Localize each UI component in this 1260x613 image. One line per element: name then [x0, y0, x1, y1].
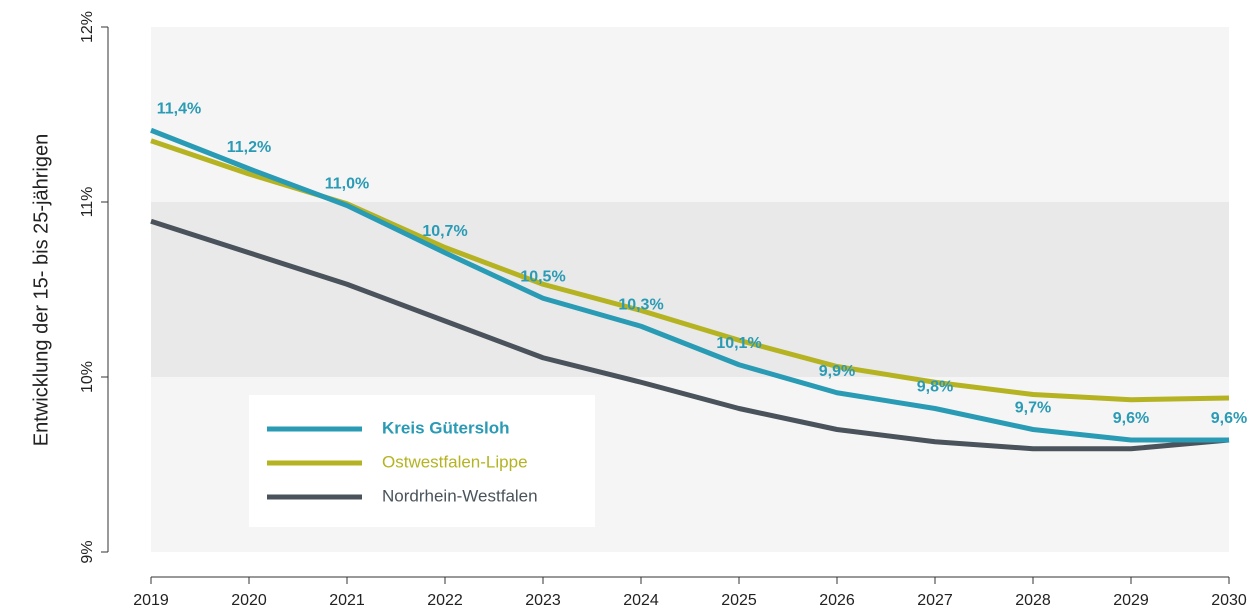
x-tick-label: 2027: [917, 592, 953, 609]
x-tick-label: 2022: [427, 592, 463, 609]
y-tick-label: 9%: [79, 540, 96, 563]
y-axis-title: Entwicklung der 15- bis 25-jährigen: [30, 134, 52, 446]
y-tick-label: 10%: [79, 361, 96, 393]
value-label: 10,7%: [422, 223, 467, 240]
y-tick-label: 12%: [79, 11, 96, 43]
legend: Kreis Gütersloh Ostwestfalen-Lippe Nordrhe…: [249, 395, 595, 527]
value-label: 9,6%: [1113, 410, 1149, 427]
y-tick-label: 11%: [79, 187, 96, 218]
value-label: 10,3%: [618, 296, 663, 313]
legend-label: Nordrhein-Westfalen: [382, 486, 538, 505]
value-label: 10,5%: [520, 268, 565, 285]
x-tick-label: 2020: [231, 592, 267, 609]
series-line: [150, 218, 1230, 452]
x-tick-label: 2019: [133, 592, 169, 609]
value-label: 11,0%: [325, 176, 369, 193]
plot-band: [151, 202, 1229, 377]
x-tick-label: 2024: [623, 592, 659, 609]
x-tick-label: 2021: [329, 592, 365, 609]
x-tick-label: 2028: [1015, 592, 1051, 609]
x-tick-label: 2026: [819, 592, 855, 609]
value-label: 11,2%: [227, 139, 271, 156]
value-label: 10,1%: [716, 335, 761, 352]
x-tick-label: 2025: [721, 592, 757, 609]
x-tick-label: 2030: [1211, 592, 1247, 609]
legend-label: Kreis Gütersloh: [382, 418, 510, 437]
value-label: 9,6%: [1211, 410, 1247, 427]
series-line: [150, 127, 1229, 443]
x-tick-label: 2023: [525, 592, 561, 609]
value-label: 11,4%: [157, 100, 201, 117]
value-label: 9,9%: [819, 363, 855, 380]
value-label: 9,8%: [917, 379, 953, 396]
x-tick-label: 2029: [1113, 592, 1149, 609]
legend-label: Ostwestfalen-Lippe: [382, 452, 528, 471]
value-label: 9,7%: [1015, 400, 1051, 417]
